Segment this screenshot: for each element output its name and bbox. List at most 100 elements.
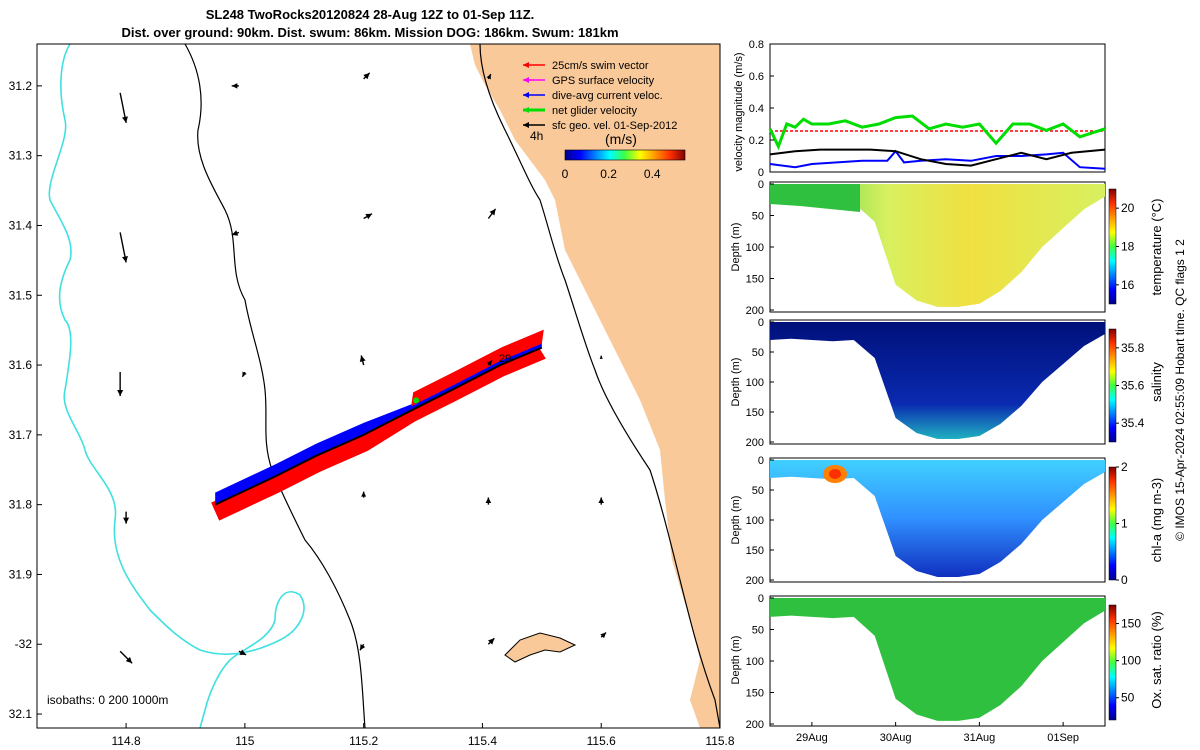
depth-tick-label: 50 [752, 485, 764, 497]
legend-label: dive-avg current veloc. [552, 90, 663, 102]
velocity-ytick-label: 0 [758, 167, 764, 179]
current-arrow-head [117, 390, 124, 397]
salinity-panel: 0 50 100 150 200 35.4 35.6 35.8 Depth (m) sali… [730, 317, 1164, 449]
net-velocity-marker [413, 397, 420, 404]
velocity-ytick-label: 0.8 [749, 39, 764, 51]
map-panel: 114.8 115 115.2 115.4 115.6 115.8 31.2 31.3 31.4… [9, 43, 735, 748]
velocity-ytick-label: 0.2 [749, 135, 764, 147]
depth-tick-label: 200 [746, 437, 764, 449]
depth-tick-label: 0 [758, 593, 764, 605]
salinity-colorbar [1108, 328, 1117, 443]
date-tick-label: 01Sep [1047, 732, 1079, 744]
colorbar-tick-label: 2 [1121, 460, 1128, 474]
legend-arrowhead [523, 107, 529, 113]
map-ytick-label: 32.1 [9, 707, 33, 721]
temperature-field [770, 184, 1105, 307]
current-arrow-head [598, 497, 605, 504]
colorbar-tick-label: 100 [1121, 654, 1141, 668]
velocity-series-line [769, 149, 1106, 170]
chart-title-line2: Dist. over ground: 90km. Dist. swum: 86k… [121, 25, 619, 40]
current-arrow-head [599, 355, 603, 359]
depth-tick-label: 0 [758, 317, 764, 329]
date-tick-label: 31Aug [963, 732, 995, 744]
velocity-series [768, 114, 1106, 170]
oxygen-ylabel: Depth (m) [730, 636, 742, 685]
map-colorbar-tick: 0.2 [600, 167, 617, 181]
map-xtick-label: 115 [235, 734, 254, 748]
legend-label: sfc geo. vel. 01-Sep-2012 [552, 120, 677, 132]
current-arrow-head [125, 656, 133, 664]
glider-track-line [214, 346, 543, 506]
velocity-series-line [769, 148, 1106, 167]
colorbar-tick-label: 1 [1121, 517, 1128, 531]
current-arrow-head [600, 632, 607, 639]
swim-vector-band [211, 345, 546, 521]
map-ytick-label: 31.7 [9, 428, 33, 442]
current-arrow-head [122, 255, 128, 263]
land-coast [470, 44, 720, 728]
velocity-ylabel: velocity magnitude (m/s) [733, 52, 745, 171]
depth-tick-label: 150 [746, 688, 764, 700]
velocity-ytick-label: 0.6 [749, 71, 764, 83]
salinity-colorbar-ticks: 35.4 35.6 35.8 [1116, 341, 1145, 430]
current-arrow-head [486, 74, 491, 80]
date-tick-label: 30Aug [880, 732, 912, 744]
temperature-cb-label: temperature (°C) [1149, 199, 1164, 296]
map-legend: 25cm/s swim vector GPS surface velocity di… [523, 60, 677, 132]
colorbar-tick-label: 0 [1121, 573, 1128, 587]
chla-ylabel: Depth (m) [730, 496, 742, 545]
map-ytick-label: 31.4 [9, 218, 33, 232]
current-arrow-head [239, 649, 247, 655]
chla-field [770, 460, 1105, 577]
dive-avg-band [215, 341, 542, 505]
map-ytick-label: 31.5 [9, 288, 33, 302]
oxygen-cb-label: Ox. sat. ratio (%) [1149, 611, 1164, 709]
current-arrow-head [359, 355, 366, 363]
isobath-0m [184, 43, 366, 729]
date-axis: 29Aug 30Aug 31Aug 01Sep [796, 722, 1079, 744]
isobath-200m [479, 43, 721, 729]
current-arrow-head [231, 83, 238, 89]
colorbar-tick-label: 16 [1121, 278, 1135, 292]
isobath-label: isobaths: 0 200 1000m [47, 693, 168, 707]
map-colorbar-ticks: 0 0.2 0.4 [562, 167, 661, 181]
temperature-colorbar-ticks: 16 18 20 [1116, 201, 1135, 292]
map-xtick-label: 115.4 [468, 734, 497, 748]
chla-colorbar-ticks: 0 1 2 [1116, 460, 1128, 587]
date-tick-label: 29Aug [796, 732, 828, 744]
velocity-series-line [768, 114, 1106, 151]
oxygen-field [770, 598, 1105, 721]
oxygen-colorbar [1108, 604, 1117, 721]
current-arrow-head [363, 72, 370, 80]
chla-axes: 0 50 100 150 200 [746, 455, 774, 587]
map-colorbar [564, 149, 686, 161]
map-frame [36, 43, 721, 729]
depth-tick-label: 0 [758, 179, 764, 191]
salinity-axes: 0 50 100 150 200 [746, 317, 774, 449]
colorbar-units: (m/s) [605, 131, 637, 147]
map-xtick-label: 115.2 [349, 734, 378, 748]
legend-arrowhead [523, 77, 529, 83]
chart-title-line1: SL248 TwoRocks20120824 28-Aug 12Z to 01-… [205, 7, 535, 22]
depth-tick-label: 200 [746, 719, 764, 731]
depth-tick-label: 150 [746, 274, 764, 286]
map-ytick-label: -32 [15, 637, 33, 651]
colorbar-tick-label: 20 [1121, 201, 1135, 215]
velocity-axes: 0 0.2 0.4 0.6 0.8 [749, 39, 774, 179]
salinity-cb-label: salinity [1149, 362, 1164, 402]
current-arrows-group [117, 72, 607, 664]
map-xtick-label: 115.8 [705, 734, 734, 748]
colorbar-tick-label: 150 [1121, 617, 1141, 631]
depth-tick-label: 50 [752, 211, 764, 223]
depth-tick-label: 50 [752, 347, 764, 359]
depth-tick-label: 200 [746, 575, 764, 587]
glider-track-group [211, 329, 546, 521]
depth-tick-label: 0 [758, 455, 764, 467]
map-xtick-label: 114.8 [112, 734, 141, 748]
velocity-frame [769, 43, 1106, 173]
velocity-panel: 0 0.2 0.4 0.6 0.8 velocity magnitude (m/s) [733, 39, 1106, 179]
current-arrow-head [361, 491, 367, 497]
current-arrow-head [360, 644, 366, 651]
colorbar-tick-label: 35.8 [1121, 341, 1145, 355]
map-colorbar-tick: 0 [562, 167, 569, 181]
